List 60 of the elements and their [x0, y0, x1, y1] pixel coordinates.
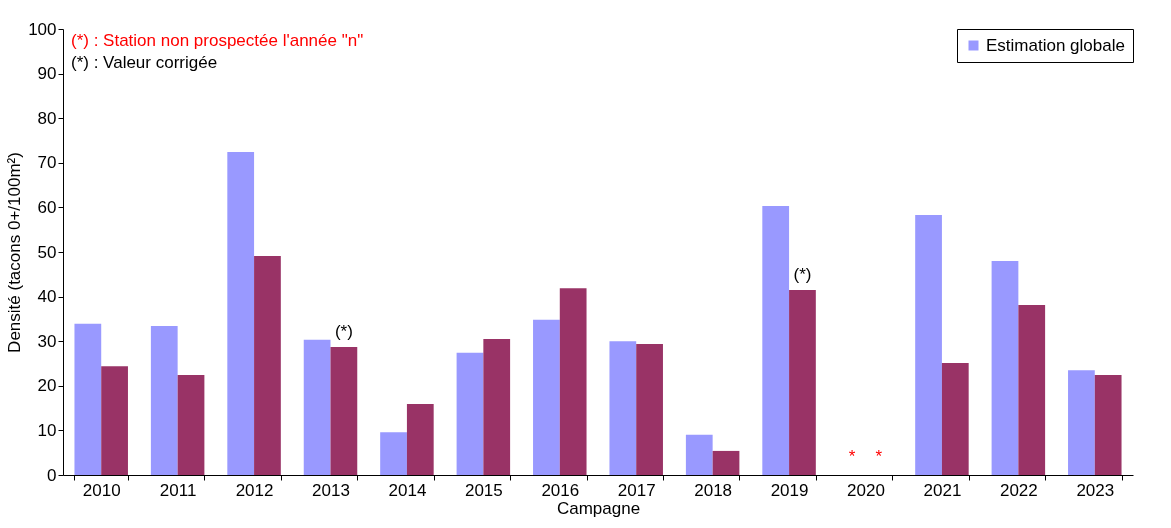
- annotation: *: [848, 447, 856, 466]
- bar: [254, 256, 281, 475]
- x-axis-title: Campagne: [556, 498, 641, 518]
- bar: [533, 319, 560, 475]
- annotation: (*) : Valeur corrigée: [71, 53, 218, 72]
- y-tick-label: 60: [37, 197, 57, 217]
- x-tick-label: 2019: [770, 480, 809, 500]
- bar: [1018, 305, 1046, 475]
- annotation: (*): [793, 264, 812, 284]
- bar: [406, 404, 434, 475]
- annotation: (*): [334, 322, 353, 341]
- bar: [636, 343, 663, 475]
- bar: [1094, 375, 1122, 475]
- x-tick-label: 2013: [312, 480, 350, 500]
- bar: [991, 260, 1019, 475]
- bar: [330, 347, 358, 475]
- y-tick-label: 100: [28, 19, 57, 39]
- bar: [1068, 370, 1095, 475]
- bar: [685, 434, 713, 475]
- bar: [303, 339, 331, 475]
- y-tick-label: 40: [37, 287, 57, 307]
- bar: [456, 352, 484, 475]
- annotation: (*) : Station non prospectée l'année "n": [71, 31, 364, 50]
- x-tick-label: 2022: [999, 480, 1038, 500]
- bar: [150, 326, 178, 475]
- y-tick-label: 70: [37, 153, 57, 173]
- x-tick-label: 2015: [464, 480, 503, 500]
- annotation: *: [875, 447, 883, 466]
- bar: [609, 341, 637, 475]
- y-tick-label: 20: [37, 376, 57, 396]
- bar: [789, 289, 816, 475]
- bar: [712, 450, 740, 475]
- bar: [101, 366, 128, 475]
- bar: [380, 432, 407, 475]
- y-tick-label: 50: [37, 242, 57, 262]
- bar: [74, 323, 102, 475]
- x-tick-label: 2021: [923, 480, 962, 500]
- bar: [483, 338, 511, 475]
- bar: [915, 214, 942, 475]
- y-tick-label: 30: [37, 331, 57, 351]
- y-tick-label: 80: [37, 108, 57, 128]
- x-tick-label: 2014: [388, 480, 427, 500]
- bar: [941, 363, 969, 475]
- x-tick-label: 2011: [159, 480, 197, 500]
- legend-label: Estimation globale: [986, 35, 1125, 55]
- y-tick-label: 10: [37, 420, 57, 440]
- bar: [177, 375, 205, 475]
- x-tick-label: 2010: [82, 480, 121, 500]
- x-tick-label: 2012: [235, 480, 274, 500]
- x-tick-label: 2018: [694, 480, 733, 500]
- x-tick-label: 2023: [1076, 480, 1115, 500]
- y-axis-title: Densité (tacons 0+/100m²): [5, 152, 25, 353]
- bar: [762, 206, 790, 475]
- x-tick-label: 2017: [617, 480, 656, 500]
- x-tick-label: 2020: [847, 480, 885, 500]
- x-tick-label: 2016: [541, 480, 580, 500]
- bar: [559, 288, 587, 475]
- y-tick-label: 90: [37, 64, 57, 84]
- bar: [227, 152, 255, 475]
- y-tick-label: 0: [47, 465, 57, 485]
